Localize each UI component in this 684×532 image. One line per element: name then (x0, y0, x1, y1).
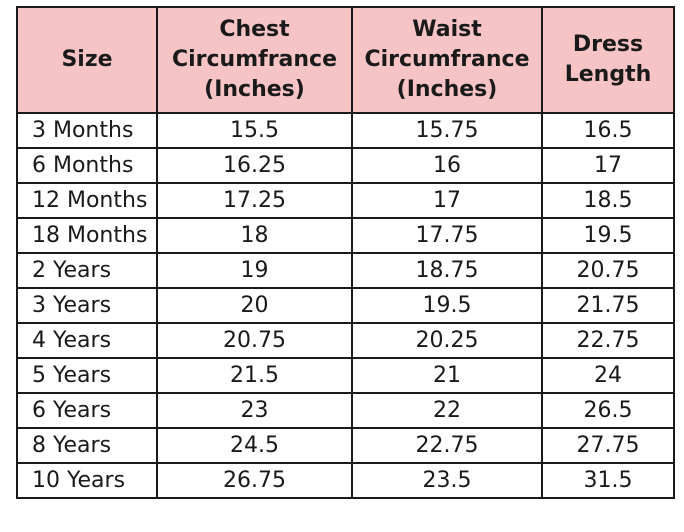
dress-length-cell: 24 (541, 357, 675, 394)
waist-cell: 20.25 (351, 322, 543, 359)
size-cell: 18 Months (16, 217, 158, 254)
size-cell: 5 Years (16, 357, 158, 394)
chest-cell: 20 (156, 287, 353, 324)
size-cell: 10 Years (16, 462, 158, 499)
dress-length-cell: 17 (541, 147, 675, 184)
size-cell: 6 Months (16, 147, 158, 184)
size-cell: 2 Years (16, 252, 158, 289)
waist-cell: 21 (351, 357, 543, 394)
size-cell: 3 Years (16, 287, 158, 324)
table-header: Size Chest Circumfrance (Inches) Waist C… (16, 6, 675, 114)
header-waist-line: (Inches) (396, 77, 498, 102)
table-row: 8 Years 24.5 22.75 27.75 (16, 427, 675, 464)
size-cell: 4 Years (16, 322, 158, 359)
waist-cell: 22.75 (351, 427, 543, 464)
table-body: 3 Months 15.5 15.75 16.5 6 Months 16.25 16 17 12… (16, 112, 675, 499)
waist-cell: 17 (351, 182, 543, 219)
header-dress-length: Dress Length (541, 6, 675, 114)
size-cell: 12 Months (16, 182, 158, 219)
table-row: 6 Months 16.25 16 17 (16, 147, 675, 184)
dress-length-cell: 21.75 (541, 287, 675, 324)
dress-length-cell: 20.75 (541, 252, 675, 289)
size-chart-table: Size Chest Circumfrance (Inches) Waist C… (16, 6, 675, 499)
table-row: 10 Years 26.75 23.5 31.5 (16, 462, 675, 499)
header-size: Size (16, 6, 158, 114)
chest-cell: 21.5 (156, 357, 353, 394)
dress-length-cell: 26.5 (541, 392, 675, 429)
header-chest: Chest Circumfrance (Inches) (156, 6, 353, 114)
chest-cell: 16.25 (156, 147, 353, 184)
header-dress-line: Length (564, 62, 652, 87)
waist-cell: 15.75 (351, 112, 543, 149)
table-row: 2 Years 19 18.75 20.75 (16, 252, 675, 289)
table-row: 6 Years 23 22 26.5 (16, 392, 675, 429)
table-row: 3 Months 15.5 15.75 16.5 (16, 112, 675, 149)
table-row: 12 Months 17.25 17 18.5 (16, 182, 675, 219)
waist-cell: 19.5 (351, 287, 543, 324)
waist-cell: 16 (351, 147, 543, 184)
chest-cell: 20.75 (156, 322, 353, 359)
table-row: 5 Years 21.5 21 24 (16, 357, 675, 394)
size-cell: 8 Years (16, 427, 158, 464)
dress-length-cell: 19.5 (541, 217, 675, 254)
header-chest-line: Chest (219, 17, 290, 42)
dress-length-cell: 22.75 (541, 322, 675, 359)
header-row: Size Chest Circumfrance (Inches) Waist C… (16, 6, 675, 114)
dress-length-cell: 27.75 (541, 427, 675, 464)
header-waist: Waist Circumfrance (Inches) (351, 6, 543, 114)
table-row: 3 Years 20 19.5 21.75 (16, 287, 675, 324)
chest-cell: 24.5 (156, 427, 353, 464)
header-chest-line: (Inches) (204, 77, 305, 102)
dress-length-cell: 16.5 (541, 112, 675, 149)
waist-cell: 23.5 (351, 462, 543, 499)
waist-cell: 17.75 (351, 217, 543, 254)
header-dress-line: Dress (572, 32, 644, 57)
table-row: 4 Years 20.75 20.25 22.75 (16, 322, 675, 359)
chest-cell: 23 (156, 392, 353, 429)
chest-cell: 19 (156, 252, 353, 289)
chest-cell: 18 (156, 217, 353, 254)
size-chart-container: Size Chest Circumfrance (Inches) Waist C… (16, 6, 675, 499)
header-chest-line: Circumfrance (171, 47, 338, 72)
header-waist-line: Circumfrance (364, 47, 530, 72)
size-cell: 3 Months (16, 112, 158, 149)
waist-cell: 22 (351, 392, 543, 429)
table-row: 18 Months 18 17.75 19.5 (16, 217, 675, 254)
dress-length-cell: 31.5 (541, 462, 675, 499)
size-cell: 6 Years (16, 392, 158, 429)
chest-cell: 26.75 (156, 462, 353, 499)
chest-cell: 17.25 (156, 182, 353, 219)
chest-cell: 15.5 (156, 112, 353, 149)
header-waist-line: Waist (412, 17, 482, 42)
header-size-line: Size (61, 47, 113, 72)
waist-cell: 18.75 (351, 252, 543, 289)
dress-length-cell: 18.5 (541, 182, 675, 219)
